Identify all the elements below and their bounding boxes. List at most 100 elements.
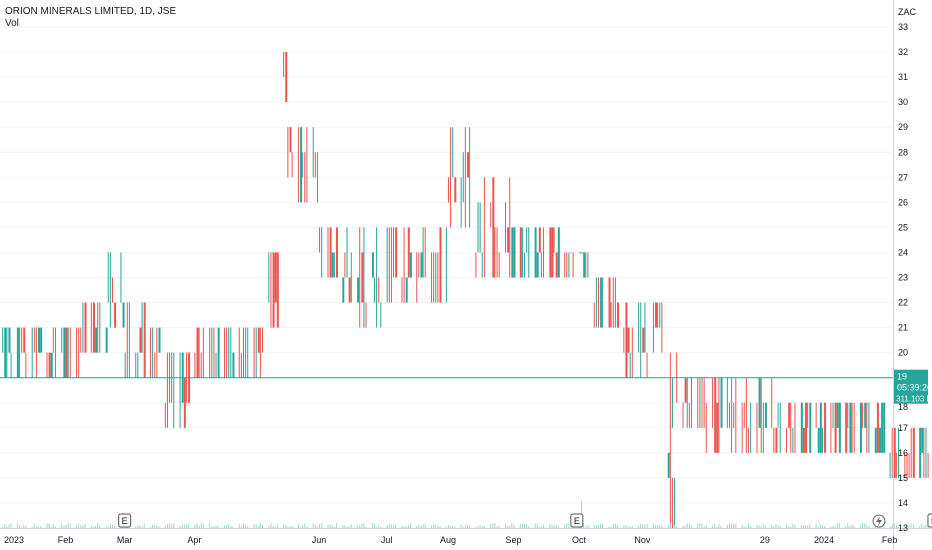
volume-bar bbox=[496, 526, 498, 528]
volume-bar bbox=[10, 523, 12, 528]
y-tick-label: 13 bbox=[898, 523, 908, 533]
price-bar-down bbox=[439, 227, 442, 303]
price-bar-down bbox=[891, 427, 893, 478]
price-bar-up bbox=[568, 252, 570, 278]
volume-bar bbox=[669, 523, 671, 528]
volume-bar bbox=[403, 526, 405, 528]
price-bar-down bbox=[705, 402, 707, 453]
volume-bar bbox=[54, 526, 56, 528]
price-bar-down bbox=[743, 402, 745, 428]
volume-bar bbox=[629, 526, 631, 528]
volume-bar bbox=[302, 525, 304, 528]
volume-bar bbox=[312, 523, 314, 528]
volume-bar bbox=[111, 524, 113, 528]
volume-bar bbox=[597, 524, 599, 528]
volume-bar bbox=[424, 523, 426, 528]
volume-bar bbox=[401, 525, 403, 528]
price-bar-up bbox=[699, 377, 701, 428]
price-bar-up bbox=[105, 327, 108, 353]
price-bar-down bbox=[718, 377, 720, 453]
price-bar-up bbox=[350, 252, 352, 303]
earnings-marker[interactable]: E bbox=[570, 513, 584, 528]
volume-bar bbox=[291, 525, 293, 528]
price-bar-up bbox=[247, 327, 249, 378]
volume-bar bbox=[31, 526, 33, 528]
price-bar-down bbox=[344, 252, 346, 278]
price-bar-down bbox=[714, 377, 717, 453]
price-bar-up bbox=[137, 352, 139, 378]
volume-bar bbox=[735, 523, 737, 528]
price-bar-down bbox=[570, 252, 572, 254]
volume-bar bbox=[200, 523, 202, 528]
price-bar-up bbox=[380, 302, 382, 328]
price-bar-down bbox=[272, 252, 275, 328]
price-bar-up bbox=[536, 252, 539, 278]
volume-bar bbox=[99, 525, 101, 528]
price-bar-down bbox=[551, 227, 554, 278]
price-bar-up bbox=[31, 327, 33, 378]
volume-bar bbox=[509, 525, 511, 528]
price-bar-up bbox=[8, 327, 11, 353]
price-bar-up bbox=[919, 427, 922, 478]
price-bar-down bbox=[496, 227, 498, 278]
price-bar-up bbox=[120, 252, 122, 303]
price-bar-down bbox=[213, 327, 215, 378]
volume-bar bbox=[925, 524, 927, 528]
price-bar-down bbox=[259, 327, 261, 378]
price-bar-down bbox=[701, 377, 703, 428]
price-bar-down bbox=[46, 352, 48, 378]
volume-bar bbox=[243, 523, 244, 528]
volume-bar bbox=[38, 526, 40, 528]
price-bar-down bbox=[327, 227, 329, 278]
volume-bar bbox=[553, 525, 555, 528]
volume-bar bbox=[445, 526, 447, 528]
y-tick-label: 17 bbox=[898, 423, 908, 433]
price-bar-down bbox=[494, 227, 496, 278]
volume-bar bbox=[365, 526, 367, 528]
volume-bar bbox=[460, 525, 462, 528]
volume-bar bbox=[838, 523, 840, 528]
volume-bar bbox=[507, 526, 509, 528]
earnings-marker[interactable]: E bbox=[118, 513, 132, 528]
price-bar-down bbox=[578, 252, 581, 254]
flash-icon[interactable] bbox=[872, 514, 886, 528]
volume-bar bbox=[652, 523, 654, 528]
volume-bar bbox=[405, 526, 407, 528]
volume-bar bbox=[802, 525, 804, 528]
price-bar-down bbox=[866, 402, 868, 453]
volume-bar bbox=[898, 526, 900, 528]
volume-bar bbox=[185, 524, 187, 528]
price-bar-down bbox=[114, 302, 117, 328]
volume-bar bbox=[69, 523, 71, 528]
volume-bar bbox=[359, 524, 361, 528]
price-bar-down bbox=[289, 127, 292, 153]
volume-bar bbox=[76, 526, 78, 528]
price-bar-down bbox=[610, 302, 612, 328]
volume-bar bbox=[667, 525, 669, 528]
volume-bar bbox=[179, 526, 181, 528]
price-bar-down bbox=[401, 277, 403, 303]
volume-bar bbox=[150, 526, 152, 528]
price-bar-up bbox=[122, 302, 125, 328]
price-bar-down bbox=[348, 277, 351, 303]
volume-bar bbox=[107, 526, 109, 528]
earnings-marker[interactable]: E bbox=[927, 513, 932, 528]
price-bar-up bbox=[477, 202, 479, 253]
price-bar-up bbox=[758, 377, 761, 428]
price-bar-down bbox=[771, 377, 773, 428]
price-bar-up bbox=[230, 327, 232, 378]
volume-bar bbox=[78, 524, 80, 528]
price-bar-up bbox=[99, 302, 101, 353]
volume-bar bbox=[344, 525, 346, 528]
price-bar-up bbox=[342, 277, 345, 303]
y-tick-label: 25 bbox=[898, 222, 908, 232]
y-tick-label: 23 bbox=[898, 273, 908, 283]
volume-bar bbox=[859, 525, 861, 528]
price-bar-down bbox=[519, 227, 522, 278]
volume-bar bbox=[834, 526, 836, 528]
price-bar-up bbox=[889, 452, 891, 478]
volume-bar bbox=[718, 523, 720, 528]
